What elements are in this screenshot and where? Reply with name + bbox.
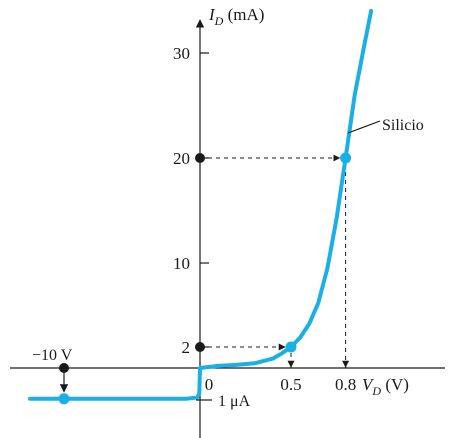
x-ticks: 0 0.5 0.8 <box>205 361 356 394</box>
x-tick-label-2: 0.8 <box>335 375 356 394</box>
curve-point-2 <box>58 393 70 405</box>
y-axis-marker-1 <box>195 153 205 163</box>
x-tick-label-0: 0 <box>205 375 214 394</box>
y-ticks: 2 10 20 30 <box>173 44 209 357</box>
x-tick-label-1: 0.5 <box>280 375 301 394</box>
series-label-silicio: Silicio <box>382 117 424 134</box>
y-axis-label: ID (mA) <box>208 5 264 28</box>
y-tick-label-3: 30 <box>173 44 190 63</box>
y-tick-label-1: 10 <box>173 254 190 273</box>
y-tick-label-0: 2 <box>182 338 191 357</box>
reverse-voltage-label: −10 V <box>32 347 73 364</box>
highlight-points <box>58 152 352 405</box>
x-axis-marker-2 <box>59 363 69 373</box>
curve-point-1 <box>340 152 352 164</box>
reverse-current-label: 1 μA <box>218 393 251 410</box>
axes <box>10 19 445 438</box>
y-axis-marker-0 <box>195 342 205 352</box>
series-silicio-curve <box>28 9 374 401</box>
curve-point-0 <box>285 341 297 353</box>
guide-lines <box>59 153 350 393</box>
x-axis-label: VD (V) <box>362 375 409 398</box>
series-label-leader <box>347 120 381 134</box>
y-tick-label-2: 20 <box>173 149 190 168</box>
